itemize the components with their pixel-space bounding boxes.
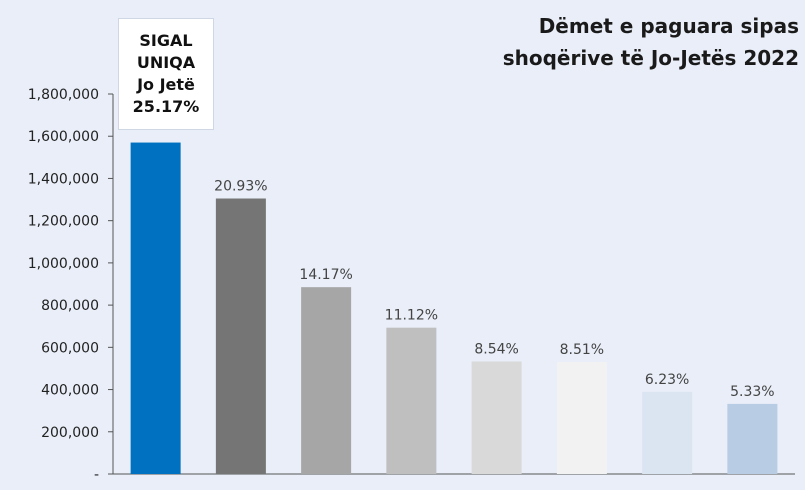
y-tick-label: 800,000 — [41, 298, 99, 314]
y-tick-label: 1,800,000 — [28, 87, 99, 103]
bar — [471, 361, 522, 474]
callout-line-2: UNIQA — [136, 53, 196, 72]
bar-data-label: 5.33% — [730, 384, 774, 400]
bar — [556, 361, 607, 474]
bar-data-label: 14.17% — [299, 267, 352, 283]
y-tick-label: 1,000,000 — [28, 256, 99, 272]
callout-line-4: 25.17% — [132, 97, 200, 116]
bar-data-label: 20.93% — [214, 179, 267, 195]
chart-title-line-2: shoqërive të Jo-Jetës 2022 — [502, 46, 799, 70]
bar — [642, 391, 693, 474]
bar-data-label: 11.12% — [385, 308, 438, 324]
y-tick-label: 400,000 — [41, 383, 99, 399]
y-tick-label: 600,000 — [41, 340, 99, 356]
bar — [386, 327, 437, 474]
bar — [215, 198, 266, 474]
y-tick-label: 1,600,000 — [28, 129, 99, 145]
y-tick-label: 200,000 — [41, 425, 99, 441]
bar — [130, 142, 181, 475]
bar — [301, 287, 352, 474]
y-tick-label: 1,400,000 — [28, 171, 99, 187]
y-tick-label: 1,200,000 — [28, 214, 99, 230]
callout-line-1: SIGAL — [139, 31, 193, 50]
bar-data-label: 6.23% — [645, 372, 689, 388]
top-company-callout: SIGAL UNIQA Jo Jetë 25.17% — [118, 18, 214, 130]
chart-title-line-1: Dëmet e paguara sipas — [538, 14, 799, 38]
bar-data-label: 8.54% — [474, 341, 518, 357]
callout-line-3: Jo Jetë — [137, 75, 195, 94]
bar — [727, 403, 778, 474]
y-tick-label: - — [94, 467, 99, 483]
bar-data-label: 8.51% — [560, 342, 604, 358]
